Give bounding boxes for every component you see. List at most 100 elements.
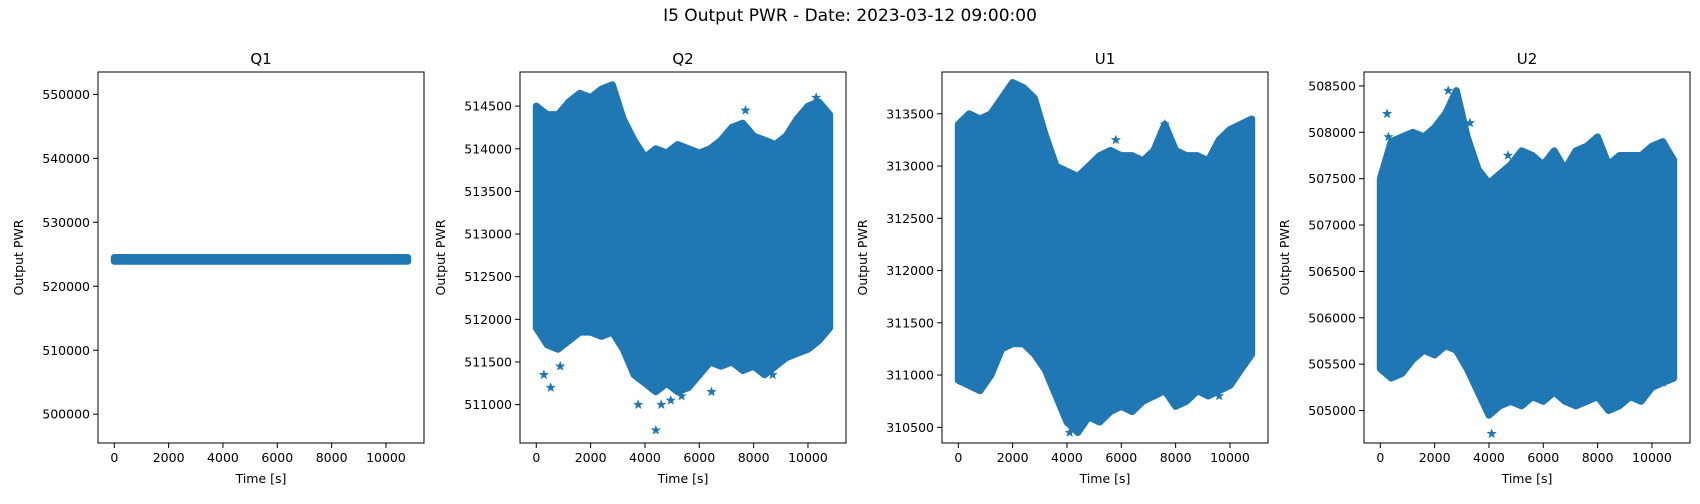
x-tick-label: 10000 <box>366 450 406 465</box>
y-tick-label: 506000 <box>1308 310 1356 325</box>
y-tick-label: 550000 <box>42 87 90 102</box>
data-point <box>545 382 556 392</box>
x-tick-label: 6000 <box>1105 450 1137 465</box>
data-point <box>811 92 822 102</box>
x-tick-label: 2000 <box>1419 450 1451 465</box>
y-tick-label: 505000 <box>1308 403 1356 418</box>
y-tick-label: 312000 <box>886 263 934 278</box>
x-tick-label: 2000 <box>997 450 1029 465</box>
x-tick-label: 8000 <box>1582 450 1614 465</box>
series-q2 <box>532 81 834 435</box>
x-tick-label: 0 <box>1376 450 1384 465</box>
x-tick-label: 6000 <box>261 450 293 465</box>
y-tick-label: 510000 <box>42 343 90 358</box>
data-point <box>1070 421 1081 432</box>
y-tick-label: 313000 <box>886 159 934 174</box>
y-axis-label: Output PWR <box>1277 219 1292 295</box>
subplot-q1: 0 2000 4000 6000 8000 10000 500000 510000 520000… <box>11 50 425 486</box>
data-point <box>706 386 717 397</box>
data-point <box>1159 118 1170 129</box>
x-tick-label: 8000 <box>1160 450 1192 465</box>
axes-frame <box>519 71 847 444</box>
y-tick-label: 500000 <box>42 407 90 422</box>
subplot-title: U1 <box>1095 50 1116 68</box>
y-tick-label: 530000 <box>42 215 90 230</box>
subplot-title: Q1 <box>250 50 271 68</box>
y-tick-label: 311000 <box>886 368 934 383</box>
x-tick-label: 8000 <box>316 450 348 465</box>
axes-frame <box>941 71 1269 444</box>
data-point <box>1381 108 1393 119</box>
series-u1 <box>954 79 1256 437</box>
y-tick-label: 310500 <box>886 420 934 435</box>
data-point <box>1502 150 1514 160</box>
axes-frame <box>1363 71 1691 444</box>
axes-frame <box>97 71 425 444</box>
y-tick-label: 513500 <box>464 184 512 199</box>
y-tick-label: 512000 <box>464 312 512 327</box>
subplot-u2: 0 2000 4000 6000 8000 10000 505000 505500 506000… <box>1277 50 1691 486</box>
series-u2 <box>1376 85 1678 439</box>
data-point <box>1657 377 1668 388</box>
y-tick-label: 507500 <box>1308 171 1356 186</box>
x-tick-label: 2000 <box>575 450 607 465</box>
x-tick-label: 6000 <box>1527 450 1559 465</box>
point-cloud <box>532 81 834 396</box>
y-tick-label: 507000 <box>1308 218 1356 233</box>
x-tick-label: 0 <box>954 450 962 465</box>
figure-title: I5 Output PWR - Date: 2023-03-12 09:00:0… <box>663 6 1037 26</box>
subplot-title: U2 <box>1517 50 1538 68</box>
point-cloud <box>1376 87 1678 419</box>
data-point <box>1110 134 1121 145</box>
data-point <box>1551 168 1562 179</box>
data-point <box>1464 117 1476 128</box>
y-tick-label: 511000 <box>464 397 512 412</box>
x-axis-label: Time [s] <box>1079 471 1131 486</box>
x-tick-label: 4000 <box>629 450 661 465</box>
data-point <box>740 105 751 115</box>
y-tick-label: 514500 <box>464 99 512 114</box>
y-axis-label: Output PWR <box>11 219 26 295</box>
data-point <box>676 390 687 401</box>
data-point <box>1214 390 1225 401</box>
x-axis-label: Time [s] <box>235 471 287 486</box>
x-tick-label: 4000 <box>1473 450 1505 465</box>
x-axis-label: Time [s] <box>1501 471 1553 486</box>
y-tick-label: 514000 <box>464 141 512 156</box>
y-tick-label: 508000 <box>1308 125 1356 140</box>
x-tick-label: 10000 <box>1632 450 1672 465</box>
y-tick-label: 311500 <box>886 315 934 330</box>
y-tick-label: 512500 <box>464 269 512 284</box>
data-point <box>656 399 667 409</box>
data-point <box>767 369 778 380</box>
y-axis-label: Output PWR <box>855 219 870 295</box>
y-tick-label: 513000 <box>464 227 512 242</box>
subplot-q2: 0 2000 4000 6000 8000 10000 511000 511500 512000… <box>433 50 847 486</box>
x-tick-label: 10000 <box>1210 450 1250 465</box>
series-q1 <box>110 254 412 265</box>
subplot-u1: 0 2000 4000 6000 8000 10000 310500 311000 311500… <box>855 50 1269 486</box>
x-tick-label: 0 <box>110 450 118 465</box>
data-point <box>538 369 550 380</box>
x-tick-label: 2000 <box>153 450 185 465</box>
y-tick-label: 505500 <box>1308 357 1356 372</box>
data-point <box>1064 427 1075 437</box>
y-tick-label: 540000 <box>42 151 90 166</box>
y-tick-label: 313500 <box>886 106 934 121</box>
x-axis-label: Time [s] <box>657 471 709 486</box>
data-point <box>1519 164 1530 174</box>
x-tick-label: 8000 <box>738 450 770 465</box>
data-point <box>1486 428 1497 439</box>
point-cloud <box>954 79 1256 436</box>
x-tick-label: 10000 <box>788 450 828 465</box>
y-tick-label: 508500 <box>1308 78 1356 93</box>
data-point <box>555 360 566 371</box>
y-tick-label: 312500 <box>886 211 934 226</box>
y-axis-label: Output PWR <box>433 219 448 295</box>
point-cloud <box>110 254 412 265</box>
y-tick-label: 506500 <box>1308 264 1356 279</box>
subplot-title: Q2 <box>672 50 693 68</box>
y-tick-label: 511500 <box>464 354 512 369</box>
